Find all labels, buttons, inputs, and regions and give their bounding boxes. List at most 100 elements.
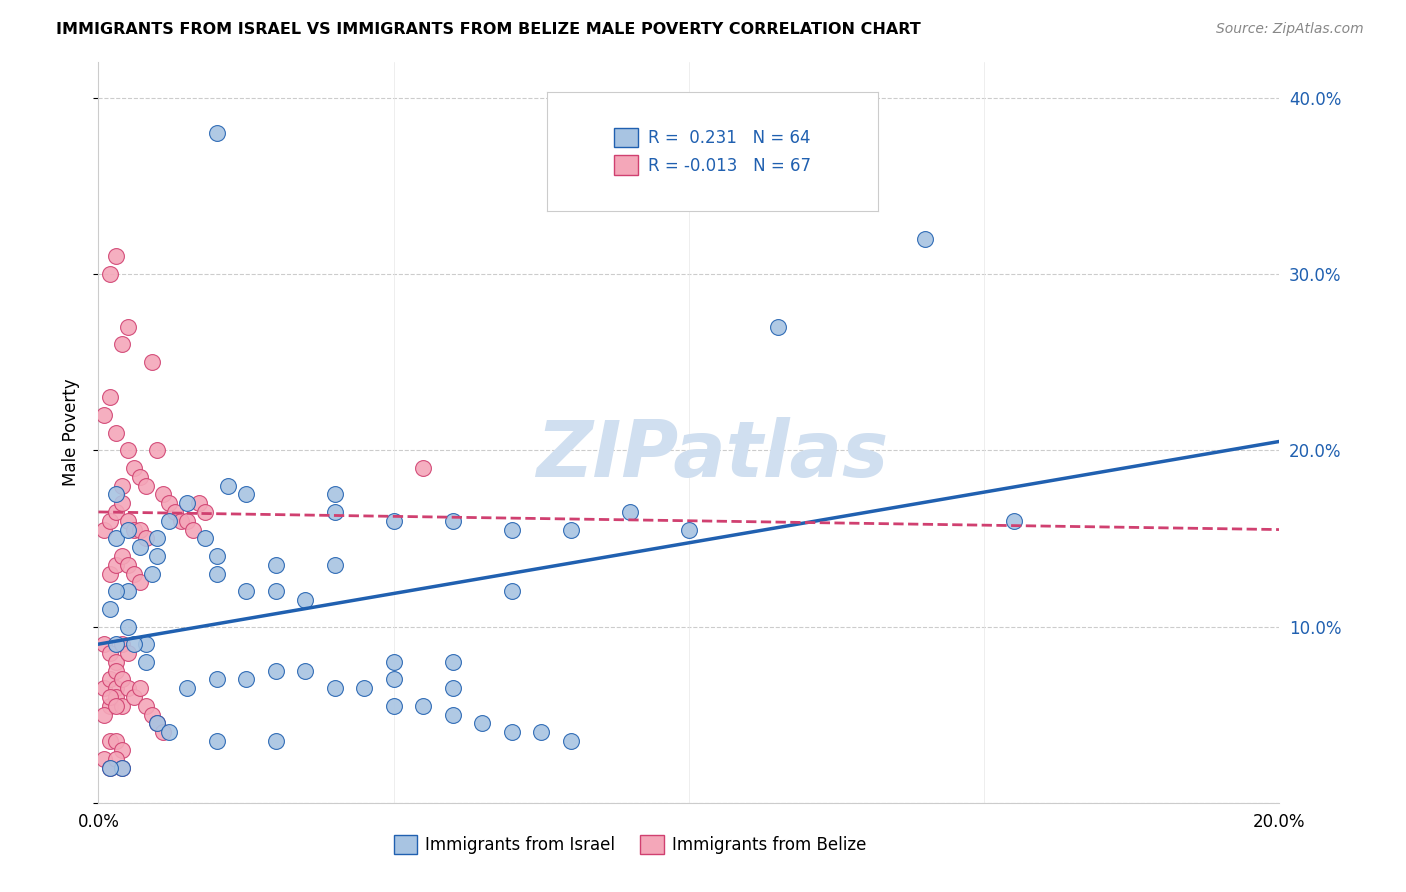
- Point: [105, 664, 128, 678]
- Point: [141, 355, 163, 369]
- Point: [353, 681, 375, 696]
- Point: [122, 566, 145, 581]
- Point: [914, 232, 936, 246]
- Point: [157, 496, 180, 510]
- Point: [105, 584, 128, 599]
- Point: [105, 487, 128, 501]
- Point: [111, 743, 134, 757]
- Point: [135, 532, 157, 546]
- Point: [98, 267, 121, 281]
- Point: [560, 734, 582, 748]
- Point: [111, 760, 134, 774]
- Point: [146, 549, 169, 563]
- Text: IMMIGRANTS FROM ISRAEL VS IMMIGRANTS FROM BELIZE MALE POVERTY CORRELATION CHART: IMMIGRANTS FROM ISRAEL VS IMMIGRANTS FRO…: [56, 22, 921, 37]
- Point: [165, 505, 187, 519]
- Point: [181, 523, 204, 537]
- Point: [170, 514, 193, 528]
- Point: [105, 637, 128, 651]
- Point: [93, 637, 115, 651]
- Point: [441, 655, 464, 669]
- Point: [93, 408, 115, 422]
- Point: [294, 664, 316, 678]
- Point: [105, 655, 128, 669]
- Point: [382, 655, 405, 669]
- Point: [105, 249, 128, 263]
- Point: [128, 681, 150, 696]
- Point: [146, 716, 169, 731]
- Point: [412, 461, 434, 475]
- Point: [146, 716, 169, 731]
- Point: [117, 514, 139, 528]
- Point: [111, 698, 134, 713]
- Point: [117, 584, 139, 599]
- Point: [128, 523, 150, 537]
- Point: [135, 478, 157, 492]
- Point: [205, 566, 228, 581]
- Point: [98, 698, 121, 713]
- Point: [93, 681, 115, 696]
- Point: [441, 514, 464, 528]
- Point: [176, 514, 198, 528]
- Point: [98, 514, 121, 528]
- Point: [205, 734, 228, 748]
- Point: [128, 540, 150, 554]
- Point: [235, 673, 257, 687]
- Point: [98, 602, 121, 616]
- Point: [98, 390, 121, 404]
- Point: [619, 505, 641, 519]
- Point: [205, 549, 228, 563]
- Point: [146, 443, 169, 458]
- Point: [93, 707, 115, 722]
- Point: [323, 487, 346, 501]
- Point: [235, 584, 257, 599]
- Point: [194, 505, 217, 519]
- Point: [176, 496, 198, 510]
- Point: [382, 698, 405, 713]
- Point: [205, 126, 228, 140]
- Point: [471, 716, 494, 731]
- Text: Source: ZipAtlas.com: Source: ZipAtlas.com: [1216, 22, 1364, 37]
- Point: [176, 681, 198, 696]
- Point: [264, 664, 287, 678]
- Point: [128, 469, 150, 483]
- Point: [501, 584, 523, 599]
- Point: [135, 655, 157, 669]
- Point: [678, 523, 700, 537]
- Point: [141, 566, 163, 581]
- Point: [152, 487, 174, 501]
- Point: [128, 575, 150, 590]
- Point: [1002, 514, 1025, 528]
- Point: [117, 523, 139, 537]
- Point: [560, 523, 582, 537]
- Point: [441, 707, 464, 722]
- Point: [105, 690, 128, 704]
- Point: [766, 319, 789, 334]
- Point: [98, 760, 121, 774]
- Point: [111, 637, 134, 651]
- Point: [152, 725, 174, 739]
- Point: [135, 637, 157, 651]
- Point: [117, 681, 139, 696]
- Point: [117, 558, 139, 572]
- Point: [441, 681, 464, 696]
- Point: [194, 532, 217, 546]
- Point: [205, 673, 228, 687]
- Point: [264, 584, 287, 599]
- Point: [157, 725, 180, 739]
- Point: [122, 523, 145, 537]
- Point: [98, 760, 121, 774]
- Point: [93, 752, 115, 766]
- Point: [98, 673, 121, 687]
- Point: [117, 319, 139, 334]
- Y-axis label: Male Poverty: Male Poverty: [62, 379, 80, 486]
- Point: [111, 673, 134, 687]
- Point: [105, 681, 128, 696]
- Point: [105, 425, 128, 440]
- Point: [141, 707, 163, 722]
- Text: ZIPatlas: ZIPatlas: [537, 417, 889, 493]
- Point: [235, 487, 257, 501]
- Point: [135, 698, 157, 713]
- Point: [122, 690, 145, 704]
- Point: [105, 734, 128, 748]
- Point: [501, 523, 523, 537]
